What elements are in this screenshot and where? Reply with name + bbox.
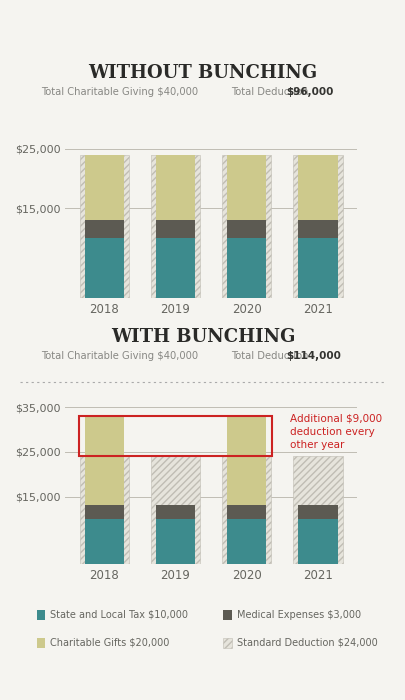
Bar <box>84 220 124 238</box>
Text: Additional $9,000
deduction every
other year: Additional $9,000 deduction every other … <box>289 414 381 450</box>
Bar <box>156 505 194 519</box>
Bar <box>156 220 194 238</box>
Bar <box>84 416 124 505</box>
Bar <box>222 155 271 298</box>
Text: Total Charitable Giving $40,000: Total Charitable Giving $40,000 <box>40 88 197 97</box>
Text: Total Deduction: Total Deduction <box>231 88 311 97</box>
Bar <box>156 238 194 298</box>
Bar <box>156 155 194 220</box>
Text: Charitable Gifts $20,000: Charitable Gifts $20,000 <box>50 638 169 648</box>
Bar <box>298 155 337 220</box>
Bar <box>227 220 266 238</box>
Bar <box>227 416 266 505</box>
Bar <box>84 505 124 519</box>
Text: $96,000: $96,000 <box>286 88 333 97</box>
Bar <box>151 456 200 564</box>
Text: Medical Expenses $3,000: Medical Expenses $3,000 <box>237 610 360 620</box>
Bar <box>298 505 337 519</box>
Text: Total Charitable Giving $40,000: Total Charitable Giving $40,000 <box>40 351 197 360</box>
Bar <box>79 456 128 564</box>
Text: WITHOUT BUNCHING: WITHOUT BUNCHING <box>88 64 317 83</box>
Bar <box>293 155 342 298</box>
Bar <box>156 519 194 564</box>
Bar <box>79 416 271 456</box>
Text: Total Deduction: Total Deduction <box>231 351 311 360</box>
Bar <box>227 238 266 298</box>
Text: WITH BUNCHING: WITH BUNCHING <box>111 328 294 346</box>
Bar <box>84 155 124 220</box>
Bar <box>227 155 266 220</box>
Bar <box>298 238 337 298</box>
Text: State and Local Tax $10,000: State and Local Tax $10,000 <box>50 610 188 620</box>
Bar <box>151 155 200 298</box>
Bar <box>79 155 128 298</box>
Bar <box>293 456 342 564</box>
Bar <box>298 220 337 238</box>
Bar <box>227 519 266 564</box>
Bar <box>84 238 124 298</box>
Bar <box>298 519 337 564</box>
Bar <box>227 505 266 519</box>
Bar <box>84 519 124 564</box>
Text: $114,000: $114,000 <box>286 351 340 360</box>
Bar <box>222 456 271 564</box>
Text: Standard Deduction $24,000: Standard Deduction $24,000 <box>237 638 377 648</box>
